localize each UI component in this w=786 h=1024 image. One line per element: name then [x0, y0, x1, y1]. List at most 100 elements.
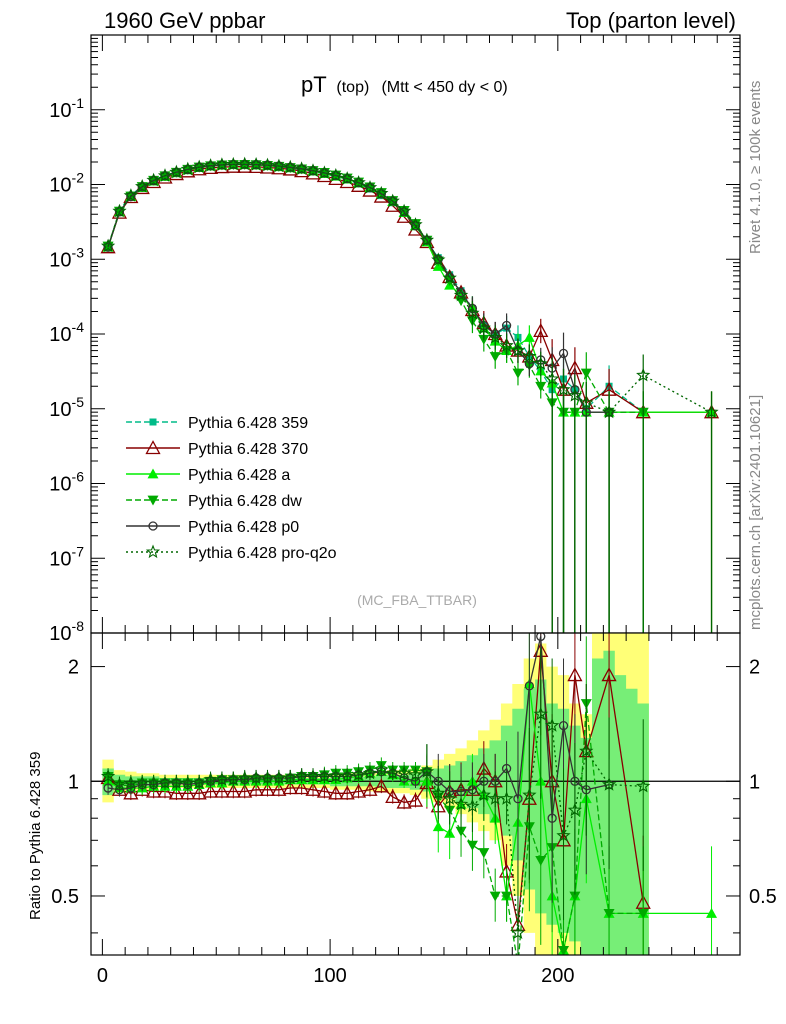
legend: Pythia 6.428 359 Pythia 6.428 370 Pythia 6… — [126, 415, 337, 562]
ratio-point — [579, 743, 594, 758]
ratio-point — [180, 785, 196, 800]
plot-title-cut: (Mtt < 450 dy < 0) — [381, 79, 507, 96]
ratio-point — [431, 785, 446, 800]
ratio-point — [419, 764, 435, 778]
ratio-point — [385, 765, 400, 780]
ratio-y-tick-label-right: 1 — [749, 771, 760, 793]
x-tick-label: 100 — [313, 965, 346, 987]
ratio-y-tick-label: 0.5 — [51, 886, 79, 908]
data-point — [237, 156, 252, 171]
ratio-point — [305, 781, 321, 796]
ratio-point — [536, 633, 546, 642]
data-point — [112, 203, 127, 218]
data-point — [489, 352, 501, 363]
data-point — [146, 172, 161, 187]
data-point — [376, 189, 386, 199]
ratio-point — [294, 768, 309, 783]
ratio-point — [510, 925, 526, 940]
ratio-point — [328, 785, 344, 800]
ratio-point — [282, 780, 298, 795]
y-tick-label: 10-6 — [49, 469, 84, 496]
ratio-point — [432, 821, 444, 832]
ratio-line-a — [107, 683, 712, 951]
ratio-point — [513, 794, 523, 804]
ratio-point — [135, 775, 150, 790]
ratio-point — [373, 778, 389, 793]
legend-item-p359: Pythia 6.428 359 — [126, 415, 308, 432]
ratio-point — [556, 828, 571, 842]
data-point — [431, 252, 446, 267]
legend-label: Pythia 6.428 dw — [188, 493, 302, 510]
ratio-point — [339, 785, 355, 800]
ratio-point — [260, 770, 275, 785]
plot-title-main: pT — [301, 72, 326, 97]
data-point — [397, 203, 412, 218]
data-point — [453, 287, 469, 302]
data-point — [203, 158, 218, 172]
ratio-point — [192, 775, 207, 790]
data-point — [126, 191, 136, 202]
ratio-point — [499, 791, 514, 805]
data-point — [704, 404, 719, 419]
series-p370 — [100, 158, 720, 633]
data-point — [410, 221, 421, 231]
data-point — [340, 171, 355, 185]
ratio-point — [191, 785, 207, 800]
data-point — [271, 158, 287, 173]
data-point — [283, 159, 298, 174]
data-point — [123, 189, 139, 204]
ratio-point — [489, 891, 501, 902]
ratio-point — [157, 783, 173, 798]
ratio-point — [350, 783, 367, 798]
ratio-y-tick-label: 2 — [68, 657, 79, 679]
main-plot-panel: 10-8 10-7 10-6 10-5 10-4 10-3 10-2 10-1 pT (top… — [49, 34, 741, 645]
ratio-point — [374, 762, 389, 777]
ratio-point — [146, 783, 162, 798]
ratio-point — [294, 780, 310, 795]
plot-title: pT (top) (Mtt < 450 dy < 0) — [301, 72, 508, 97]
data-point — [374, 185, 389, 200]
data-point — [580, 368, 592, 379]
ratio-point — [512, 960, 523, 970]
legend-item-p370: Pythia 6.428 370 — [126, 440, 308, 458]
legend-label: Pythia 6.428 a — [188, 467, 290, 484]
analysis-tag: (MC_FBA_TTBAR) — [357, 592, 477, 608]
ratio-point — [362, 781, 378, 796]
data-point — [157, 168, 173, 182]
ratio-plot-panel: 0.5 0.5 1 1 2 2 0 100 200 Ratio to Pythia 6.428 … — [27, 632, 777, 987]
data-point — [100, 238, 116, 253]
data-point — [501, 320, 512, 331]
ratio-point — [501, 891, 513, 902]
data-point — [317, 165, 332, 179]
header-right: Top (parton level) — [566, 8, 736, 33]
ratio-point — [248, 770, 264, 785]
series-line-p359 — [107, 164, 644, 413]
legend-label: Pythia 6.428 p0 — [188, 519, 299, 536]
legend-label: Pythia 6.428 359 — [188, 415, 308, 432]
data-point — [192, 159, 207, 174]
ratio-point — [317, 768, 332, 783]
legend-marker — [148, 521, 158, 531]
y-tick-label: 10-1 — [49, 95, 84, 122]
ratio-point — [569, 891, 581, 902]
ratio-ylabel: Ratio to Pythia 6.428 359 — [27, 752, 44, 920]
legend-marker — [147, 495, 159, 506]
data-point — [601, 404, 617, 419]
ratio-point — [351, 767, 366, 781]
ratio-point — [103, 783, 113, 793]
data-point — [123, 188, 139, 202]
data-point — [148, 175, 159, 186]
series-line-proq2o — [107, 163, 712, 413]
data-point — [533, 323, 549, 338]
series-line-a — [107, 164, 712, 413]
mcplots-label: mcplots.cern.ch [arXiv:2401.10621] — [747, 395, 764, 630]
x-tick-label: 0 — [97, 965, 108, 987]
series-p0 — [103, 159, 614, 633]
data-point — [180, 161, 195, 176]
series-proq2o — [100, 156, 719, 633]
legend-marker — [145, 440, 161, 455]
data-point — [111, 204, 128, 219]
ratio-point — [157, 775, 173, 790]
uncertainty-band-inner — [102, 650, 649, 955]
